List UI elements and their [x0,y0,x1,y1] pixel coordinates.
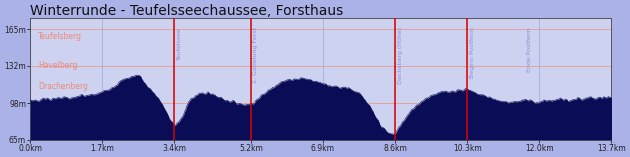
Text: 2. Gabelung Forst: 2. Gabelung Forst [253,27,258,83]
Text: Beginn Postfenn: Beginn Postfenn [470,27,475,78]
Text: Teufelsberg: Teufelsberg [38,32,82,41]
Text: Dachsberg (Höhe): Dachsberg (Höhe) [398,27,403,84]
Text: Drachenberg: Drachenberg [38,82,88,91]
Text: Ende Postfenn: Ende Postfenn [527,27,532,72]
Text: Winterrunde - Teufelsseechaussee, Forsthaus: Winterrunde - Teufelsseechaussee, Forsth… [30,4,343,18]
Text: Teufelssee: Teufelssee [177,27,182,60]
Text: Havelberg: Havelberg [38,61,77,70]
